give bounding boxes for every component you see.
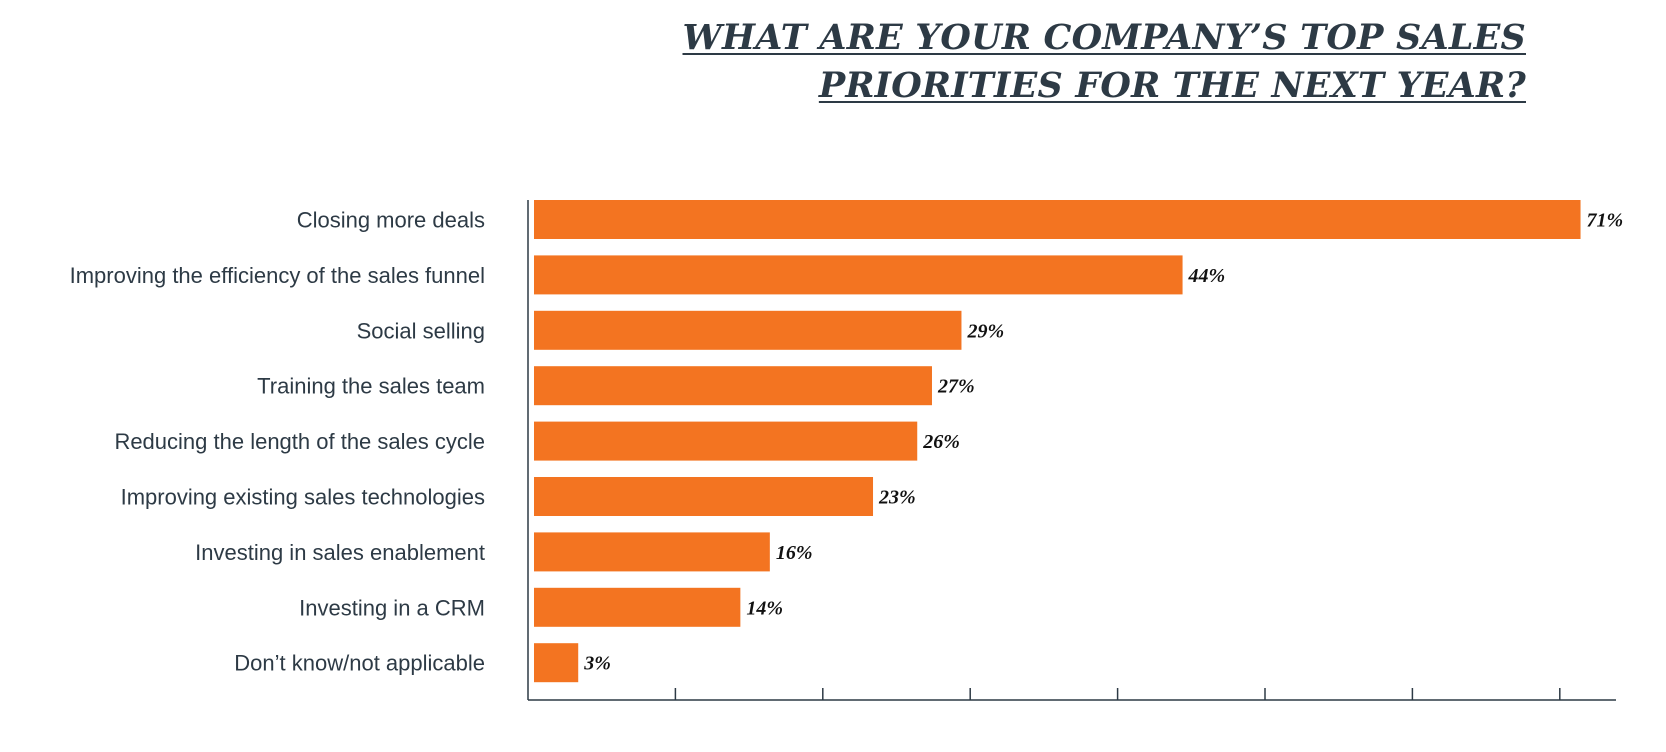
category-label-2: Improving the efficiency of the sales fu…: [70, 263, 485, 288]
value-label-8: 14%: [746, 597, 783, 619]
value-label-4: 27%: [937, 376, 975, 398]
category-label-9: Don’t know/not applicable: [234, 651, 485, 676]
bar-4: [534, 366, 932, 406]
chart-bars: [534, 200, 1581, 683]
value-label-3: 29%: [966, 320, 1004, 342]
category-label-5: Reducing the length of the sales cycle: [114, 429, 485, 454]
chart-title-line-1: WHAT ARE YOUR COMPANY’S TOP SALES: [682, 17, 1526, 58]
value-label-1: 71%: [1587, 210, 1624, 232]
bar-9: [534, 643, 579, 683]
value-label-2: 44%: [1188, 265, 1226, 287]
value-label-7: 16%: [776, 542, 813, 564]
category-label-6: Improving existing sales technologies: [121, 485, 485, 510]
bar-3: [534, 310, 962, 350]
bar-2: [534, 255, 1183, 295]
bar-7: [534, 532, 770, 572]
bar-6: [534, 477, 874, 516]
category-label-1: Closing more deals: [297, 208, 485, 233]
bar-5: [534, 421, 918, 461]
bar-8: [534, 587, 741, 627]
category-label-3: Social selling: [357, 318, 485, 343]
category-label-8: Investing in a CRM: [299, 595, 485, 620]
value-label-5: 26%: [922, 431, 960, 453]
bar-1: [534, 200, 1581, 239]
chart-axes: [527, 200, 1616, 701]
chart-labels: Closing more deals 71% Improving the effic…: [70, 208, 1624, 676]
chart-title-line-2: PRIORITIES FOR THE NEXT YEAR?: [818, 65, 1526, 106]
value-label-9: 3%: [583, 653, 611, 675]
value-label-6: 23%: [878, 487, 916, 509]
category-label-4: Training the sales team: [257, 374, 485, 399]
chart-title: WHAT ARE YOUR COMPANY’S TOP SALES PRIORI…: [526, 14, 1526, 110]
category-label-7: Investing in sales enablement: [195, 540, 485, 565]
